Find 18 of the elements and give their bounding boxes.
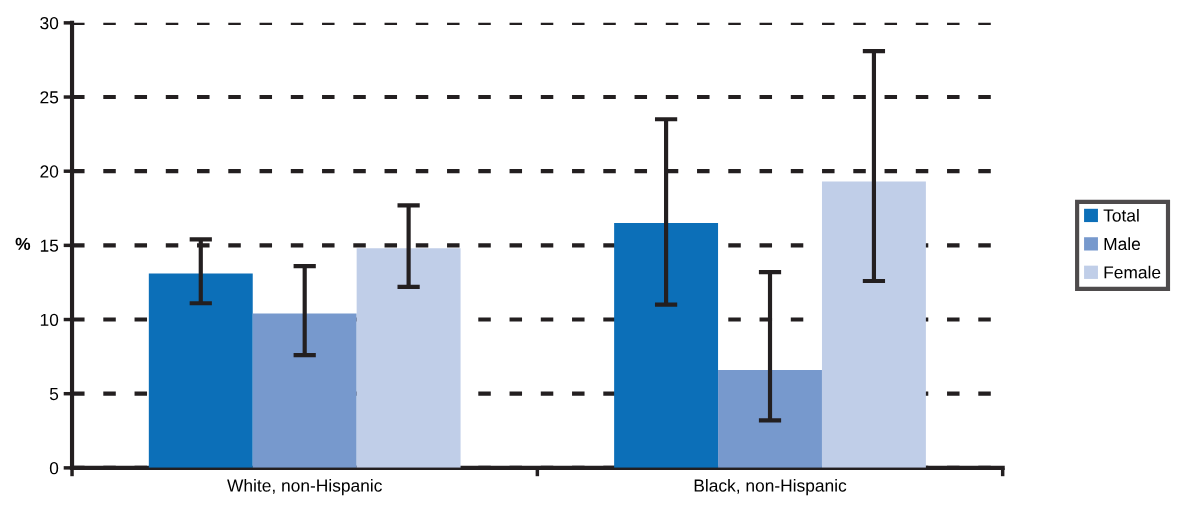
y-tick-label: 20 (40, 165, 59, 178)
legend-label: Female (1104, 265, 1161, 279)
x-tick-label: White, non-Hispanic (227, 478, 382, 496)
bar (821, 181, 926, 468)
y-tick-label: 10 (40, 313, 59, 326)
y-tick-label: 15 (40, 239, 59, 252)
y-tick-label: 25 (40, 91, 59, 104)
y-tick-label: 0 (49, 462, 59, 475)
bar (356, 248, 461, 468)
y-tick-label: 30 (40, 17, 59, 30)
x-tick-label: Black, non-Hispanic (694, 478, 847, 496)
bar (148, 273, 253, 468)
legend-label: Male (1104, 237, 1141, 251)
bar (252, 313, 357, 468)
y-tick-label: 5 (49, 388, 59, 401)
y-axis-title: % (15, 237, 31, 250)
legend-label: Total (1103, 208, 1139, 222)
bar (614, 223, 719, 468)
